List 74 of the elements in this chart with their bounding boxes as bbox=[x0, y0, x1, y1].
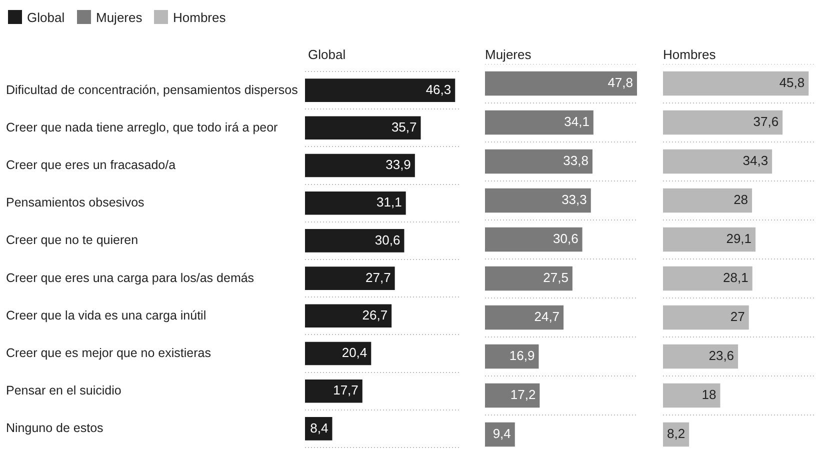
data-label: 20,4 bbox=[342, 344, 368, 360]
y-tick-label: Creer que nada tiene arreglo, que todo irá a peor bbox=[6, 120, 278, 134]
bar bbox=[305, 153, 415, 177]
bar bbox=[305, 378, 362, 402]
data-label: 34,3 bbox=[742, 153, 768, 168]
data-label: 23,6 bbox=[708, 348, 734, 364]
y-tick-label: Creer que eres un fracasado/a bbox=[6, 157, 176, 172]
data-label: 31,1 bbox=[376, 194, 402, 210]
chart-title: Mujeres bbox=[485, 47, 532, 62]
y-tick-label: Pensar en el suicidio bbox=[6, 383, 122, 398]
data-label: 8,2 bbox=[666, 426, 686, 442]
data-label: 30,6 bbox=[552, 231, 578, 246]
data-label: 33,9 bbox=[386, 156, 411, 172]
bar bbox=[305, 190, 406, 214]
data-label: 16,9 bbox=[509, 348, 535, 364]
data-label: 24,7 bbox=[534, 309, 560, 324]
bar bbox=[485, 422, 515, 447]
bar bbox=[485, 110, 594, 135]
bar bbox=[485, 305, 564, 330]
bar bbox=[485, 344, 539, 369]
bar bbox=[663, 149, 772, 174]
data-label: 35,7 bbox=[391, 118, 417, 134]
chart-title: Global bbox=[308, 47, 346, 62]
data-label: 8,4 bbox=[310, 420, 328, 435]
data-label: 18 bbox=[702, 387, 716, 402]
bar bbox=[485, 188, 591, 213]
data-label: 28 bbox=[734, 192, 748, 208]
y-tick-label: Ninguno de estos bbox=[6, 420, 104, 435]
data-label: 34,1 bbox=[564, 114, 590, 130]
data-label: 17,7 bbox=[333, 382, 358, 398]
chart-title: Hombres bbox=[663, 47, 716, 62]
y-tick-label: Creer que eres una carga para los/as demás bbox=[6, 270, 254, 284]
bar bbox=[663, 305, 749, 330]
y-tick-label: Creer que la vida es una carga inútil bbox=[6, 308, 206, 322]
bar bbox=[663, 383, 720, 408]
bar bbox=[305, 341, 372, 365]
bar bbox=[485, 71, 637, 96]
bar bbox=[305, 266, 395, 290]
y-tick-label: Dificultad de concentración, pensamientos dispersos bbox=[6, 82, 298, 96]
y-tick-label: Pensamientos obsesivos bbox=[6, 195, 144, 210]
bar bbox=[663, 110, 783, 135]
bar bbox=[305, 78, 456, 102]
y-tick-label: Creer que no te quieren bbox=[6, 232, 138, 247]
bar bbox=[305, 228, 404, 252]
data-label: 30,6 bbox=[374, 232, 400, 247]
data-label: 27,5 bbox=[543, 270, 568, 286]
data-label: 29,1 bbox=[726, 231, 752, 246]
y-tick-label: Creer que es mejor que no existieras bbox=[6, 345, 211, 360]
bar bbox=[305, 116, 421, 140]
data-label: 47,8 bbox=[608, 75, 633, 90]
data-label: 28,1 bbox=[723, 270, 748, 286]
data-label: 27 bbox=[730, 309, 745, 324]
bar bbox=[485, 383, 540, 408]
legend-label: Hombres bbox=[172, 10, 226, 25]
data-label: 17,2 bbox=[510, 387, 536, 402]
bar bbox=[663, 71, 809, 96]
legend-label: Mujeres bbox=[95, 10, 142, 25]
data-label: 26,7 bbox=[362, 306, 388, 322]
bar bbox=[663, 344, 738, 369]
data-label: 9,4 bbox=[492, 426, 511, 442]
bar bbox=[485, 266, 572, 291]
bar bbox=[305, 304, 392, 328]
data-label: 37,6 bbox=[753, 114, 779, 130]
data-label: 27,7 bbox=[366, 269, 391, 284]
data-label: 46,3 bbox=[426, 81, 452, 96]
data-label: 33,3 bbox=[562, 192, 587, 208]
bar bbox=[485, 227, 582, 252]
legend-label: Global bbox=[26, 10, 65, 25]
data-label: 45,8 bbox=[779, 75, 805, 90]
bar bbox=[485, 149, 592, 174]
bar bbox=[663, 227, 756, 252]
bar bbox=[663, 188, 752, 213]
data-label: 33,8 bbox=[563, 153, 588, 168]
bar bbox=[663, 266, 752, 291]
